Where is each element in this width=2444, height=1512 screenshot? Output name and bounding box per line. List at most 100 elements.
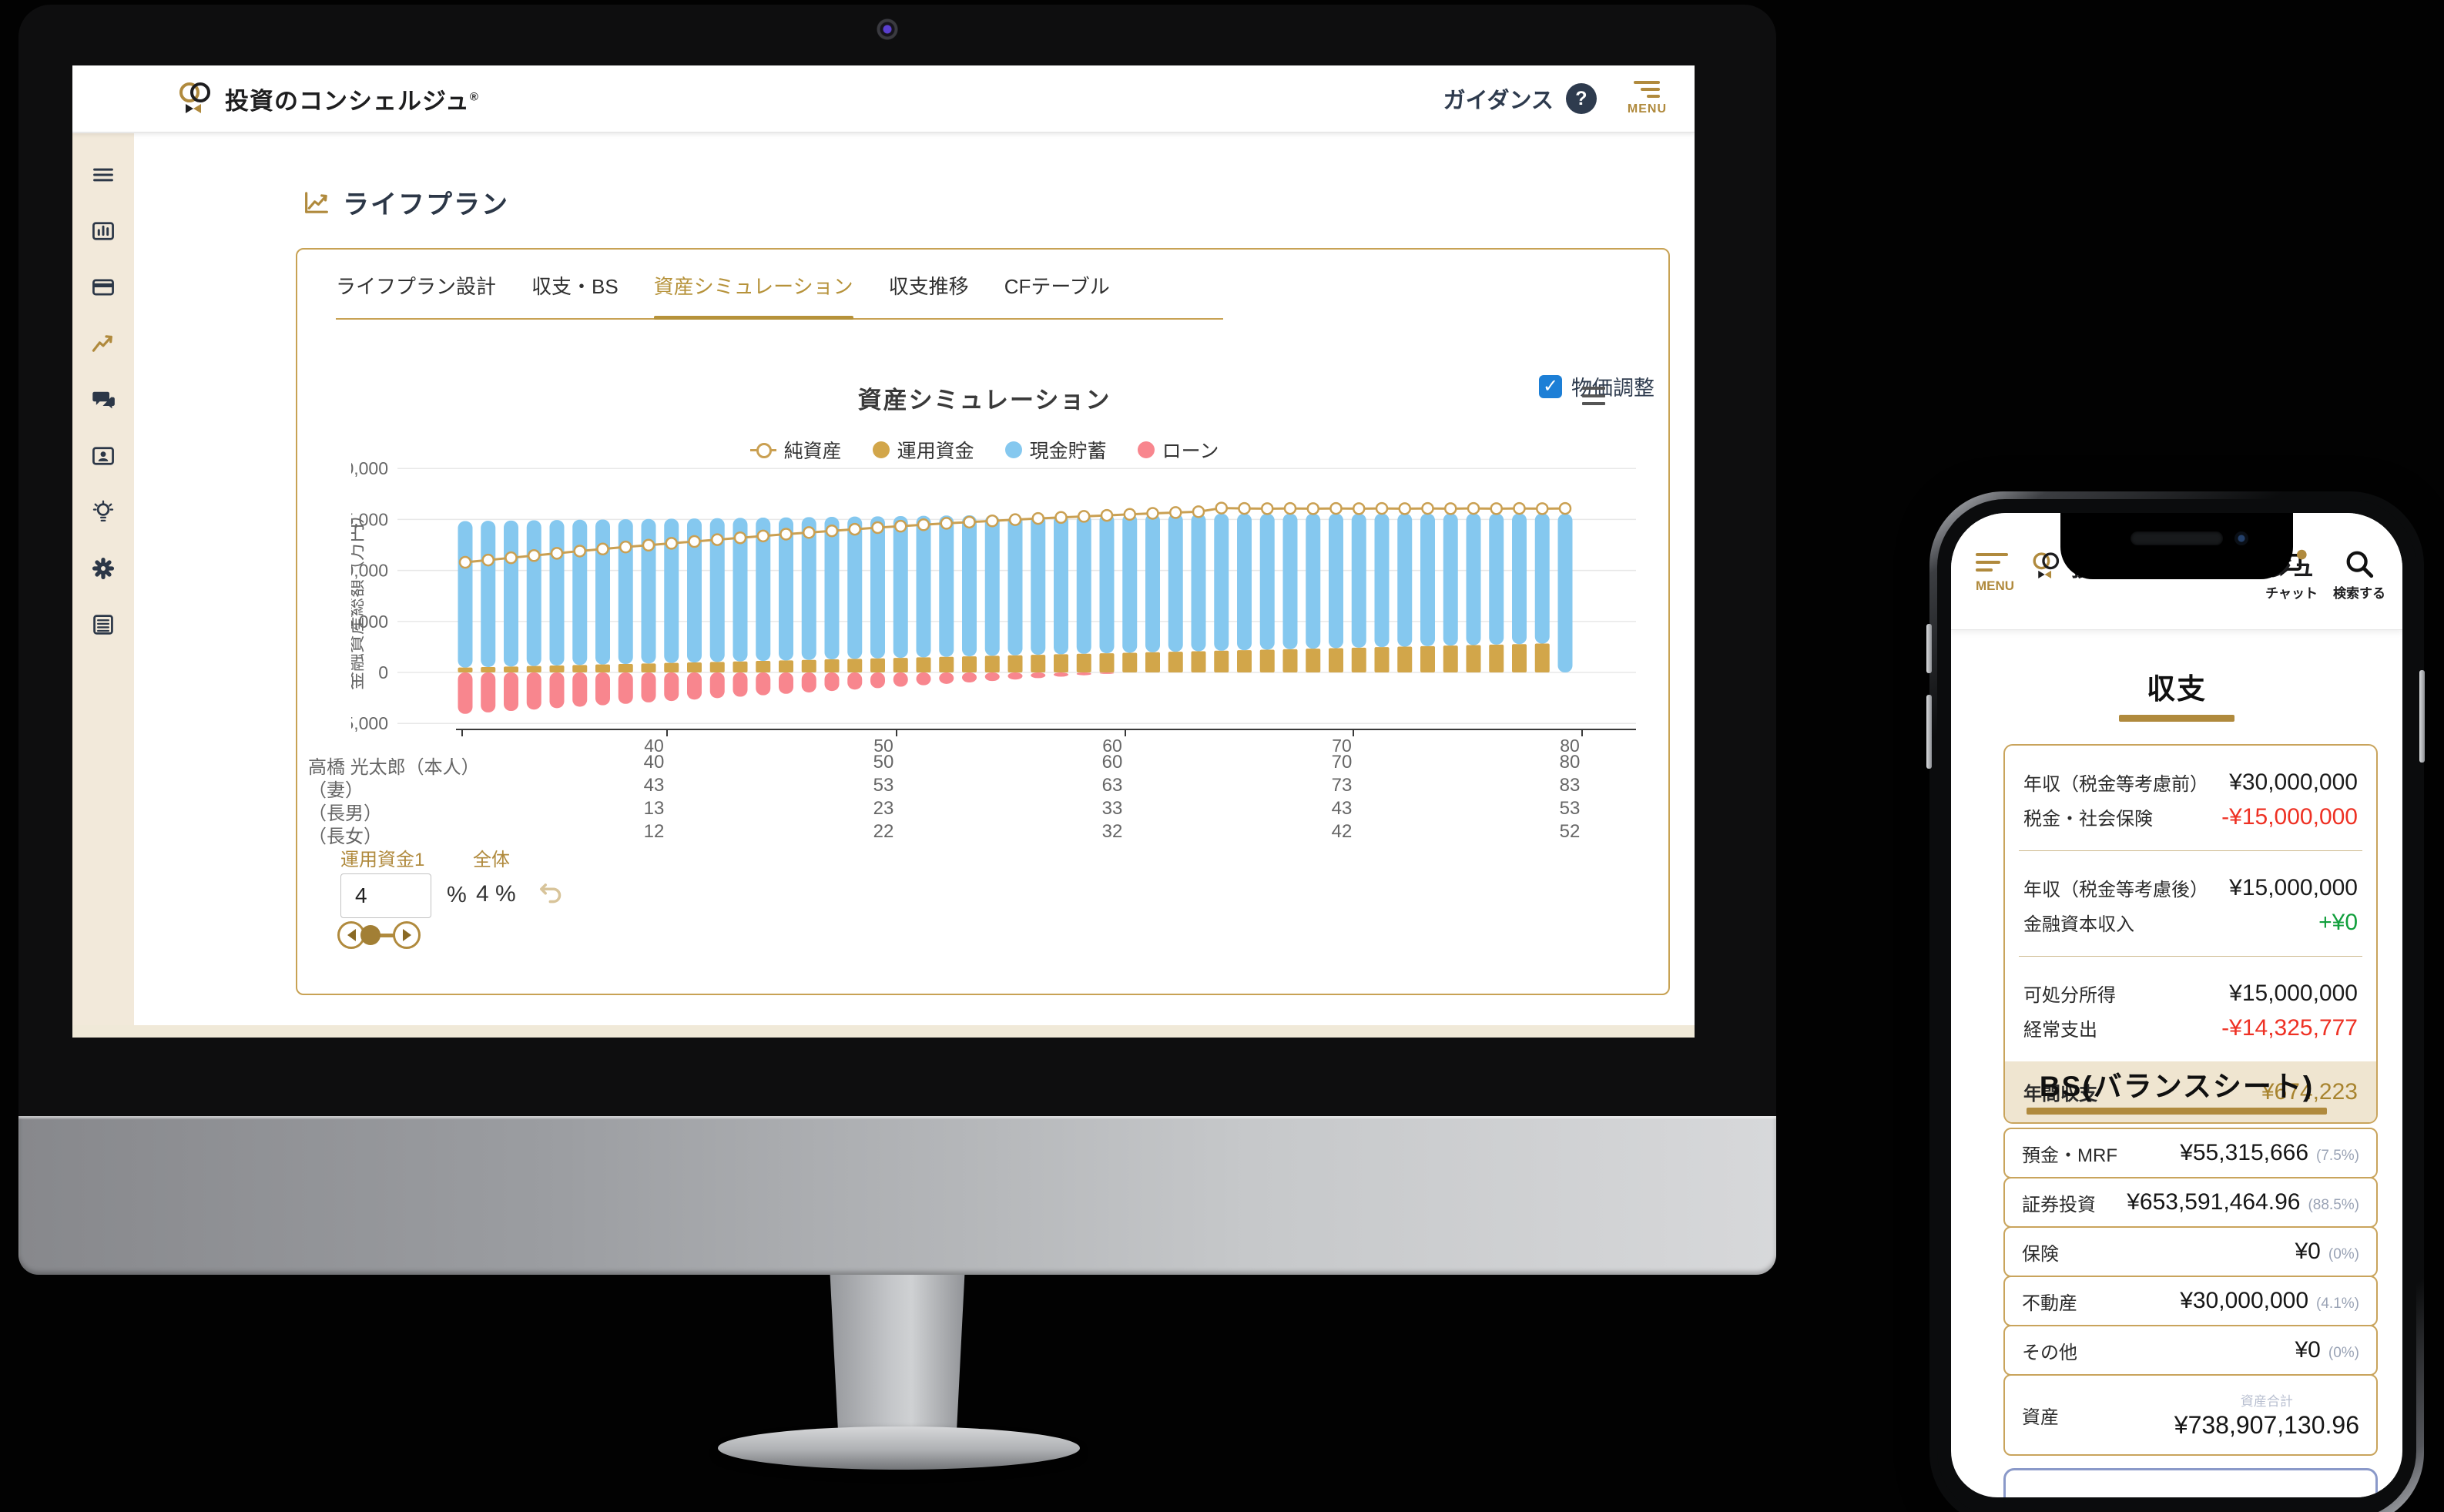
- sidebar: [72, 133, 134, 1025]
- income-row: 年収（税金等考慮前） ¥30,000,000: [2023, 769, 2358, 796]
- legend-item-0[interactable]: 純資産: [749, 436, 842, 464]
- income-row-value: ¥15,000,000: [2229, 980, 2358, 1006]
- svg-text:40: 40: [644, 736, 664, 756]
- tab-2[interactable]: 資産シミュレーション: [653, 275, 853, 298]
- header-menu-button[interactable]: MENU: [1628, 81, 1667, 116]
- family-age-value: 12: [643, 821, 665, 842]
- family-age-value: 60: [1101, 752, 1123, 773]
- svg-text:100,000: 100,000: [351, 458, 388, 478]
- income-group-1: 年収（税金等考慮後） ¥15,000,000 金融資本収入 +¥0: [2005, 851, 2376, 956]
- legend-item-2[interactable]: 現金貯蓄: [1004, 436, 1107, 464]
- bs-row-0: 預金・MRF ¥55,315,666 (7.5%): [2003, 1128, 2378, 1178]
- sidebar-lifeplan-trend-icon[interactable]: [91, 331, 116, 356]
- sidebar-idea-icon[interactable]: [91, 500, 116, 525]
- sidebar-news-icon[interactable]: [91, 612, 116, 637]
- income-row-label: 経常支出: [2023, 1020, 2097, 1041]
- family-row-label: （妻）: [308, 780, 364, 801]
- phone-search-button[interactable]: 検索する: [2333, 548, 2385, 602]
- family-age-value: 70: [1331, 752, 1353, 773]
- phone-menu-label: MENU: [1976, 578, 2015, 593]
- fund1-rate-input[interactable]: [340, 873, 431, 918]
- bs-row-value: ¥55,315,666: [2180, 1140, 2309, 1165]
- family-age-value: 52: [1559, 821, 1581, 842]
- income-row-value: +¥0: [2318, 909, 2358, 935]
- tab-4[interactable]: CFテーブル: [1004, 275, 1110, 298]
- bs-section-title: BS(バランスシート): [2039, 1071, 2315, 1102]
- phone-power-button: [2419, 670, 2425, 763]
- sidebar-card-icon[interactable]: [91, 275, 116, 300]
- income-row-label: 税金・社会保険: [2023, 809, 2153, 830]
- undo-icon[interactable]: [536, 877, 565, 910]
- tab-3[interactable]: 収支推移: [888, 275, 969, 298]
- bs-row-value: ¥30,000,000: [2180, 1288, 2309, 1313]
- dot-marker-icon: [1004, 441, 1022, 458]
- phone-volume-button: [1926, 695, 1932, 769]
- bs-row-percent: (0%): [2328, 1345, 2359, 1361]
- sidebar-hamburger-icon[interactable]: [91, 163, 116, 187]
- family-row-label: （長男）: [308, 803, 382, 824]
- income-row-value: -¥15,000,000: [2221, 803, 2358, 830]
- tab-0[interactable]: ライフプラン設計: [336, 275, 497, 298]
- phone-side-button: [1926, 624, 1932, 673]
- help-icon[interactable]: ?: [1565, 83, 1597, 114]
- family-age-value: 53: [873, 775, 894, 796]
- tab-1[interactable]: 収支・BS: [531, 275, 619, 298]
- sidebar-dashboard-chart-icon[interactable]: [91, 219, 116, 243]
- app-logo-text: 投資のコンシェルジュ®: [225, 87, 479, 115]
- rate-slider: [337, 918, 422, 955]
- income-section-title: 収支: [2147, 673, 2207, 705]
- family-age-value: 73: [1331, 775, 1353, 796]
- sidebar-gear-icon[interactable]: [91, 556, 116, 581]
- registered-mark: ®: [469, 90, 479, 104]
- bs-row-percent: (88.5%): [2308, 1197, 2359, 1213]
- income-row-label: 年収（税金等考慮後）: [2023, 880, 2208, 900]
- sidebar-contact-icon[interactable]: [91, 444, 116, 468]
- family-age-value: 40: [643, 752, 665, 773]
- legend-label: 純資産: [783, 441, 842, 462]
- bs-title-underline: [2027, 1108, 2327, 1115]
- family-row-3: （長女） 12 22 32 42 52: [297, 821, 1671, 847]
- income-row-label: 可処分所得: [2023, 985, 2116, 1006]
- svg-text:50: 50: [873, 736, 893, 756]
- phone-menu-button[interactable]: MENU: [1976, 553, 2014, 594]
- lifeplan-card: ライフプラン設計 収支・BS 資産シミュレーション 収支推移 CFテーブル ✓ 物価調整…: [296, 248, 1670, 995]
- fund1-label: 運用資金1: [340, 850, 425, 870]
- monitor-chin: [18, 1116, 1776, 1275]
- bs-row-label: その他: [2022, 1342, 2077, 1363]
- svg-text:金融資産総額（万円）: 金融資産総額（万円）: [351, 505, 367, 690]
- sidebar-chat-icon[interactable]: [91, 387, 116, 412]
- svg-text:0: 0: [378, 662, 388, 682]
- income-divider: [2019, 956, 2362, 957]
- legend-item-3[interactable]: ローン: [1137, 436, 1219, 464]
- tab-bar: ライフプラン設計 収支・BS 資産シミュレーション 収支推移 CFテーブル: [336, 271, 1110, 317]
- bs-row-value: ¥0: [2295, 1337, 2321, 1363]
- price-adjust-checkbox[interactable]: ✓: [1539, 374, 1562, 398]
- family-age-value: 43: [643, 775, 665, 796]
- income-row-value: ¥15,000,000: [2229, 874, 2358, 900]
- app-logo[interactable]: 投資のコンシェルジュ®: [177, 81, 479, 116]
- slider-track[interactable]: [365, 934, 407, 937]
- chart-context-menu-icon[interactable]: [1582, 387, 1605, 405]
- bs-total-row: 資産 資産合計 ¥738,907,130.96: [2003, 1374, 2378, 1456]
- income-title-underline: [2119, 715, 2234, 722]
- family-age-value: 83: [1559, 775, 1581, 796]
- legend-label: ローン: [1162, 441, 1219, 462]
- bs-row-2: 保険 ¥0 (0%): [2003, 1226, 2378, 1277]
- income-row-value: ¥30,000,000: [2229, 769, 2358, 795]
- slider-handle[interactable]: [360, 925, 381, 945]
- menu-lines-icon: [1634, 81, 1661, 98]
- bs-rows: 預金・MRF ¥55,315,666 (7.5%) 証券投資 ¥653,591,464.…: [2003, 1128, 2378, 1456]
- family-row-label: 高橋 光太郎（本人）: [308, 757, 480, 778]
- family-age-value: 63: [1101, 775, 1123, 796]
- svg-text:50,000: 50,000: [351, 561, 388, 581]
- family-age-value: 22: [873, 821, 894, 842]
- bs-row-percent: (0%): [2328, 1246, 2359, 1262]
- guidance-button[interactable]: ガイダンス ?: [1443, 82, 1597, 115]
- family-age-value: 50: [873, 752, 894, 773]
- svg-text:-25,000: -25,000: [351, 713, 388, 733]
- legend-item-1[interactable]: 運用資金: [872, 436, 974, 464]
- phone-camera-icon: [2234, 531, 2248, 545]
- slider-increment-button[interactable]: [393, 921, 421, 949]
- income-row: 金融資本収入 +¥0: [2023, 909, 2358, 936]
- monitor-stand-neck: [830, 1275, 965, 1440]
